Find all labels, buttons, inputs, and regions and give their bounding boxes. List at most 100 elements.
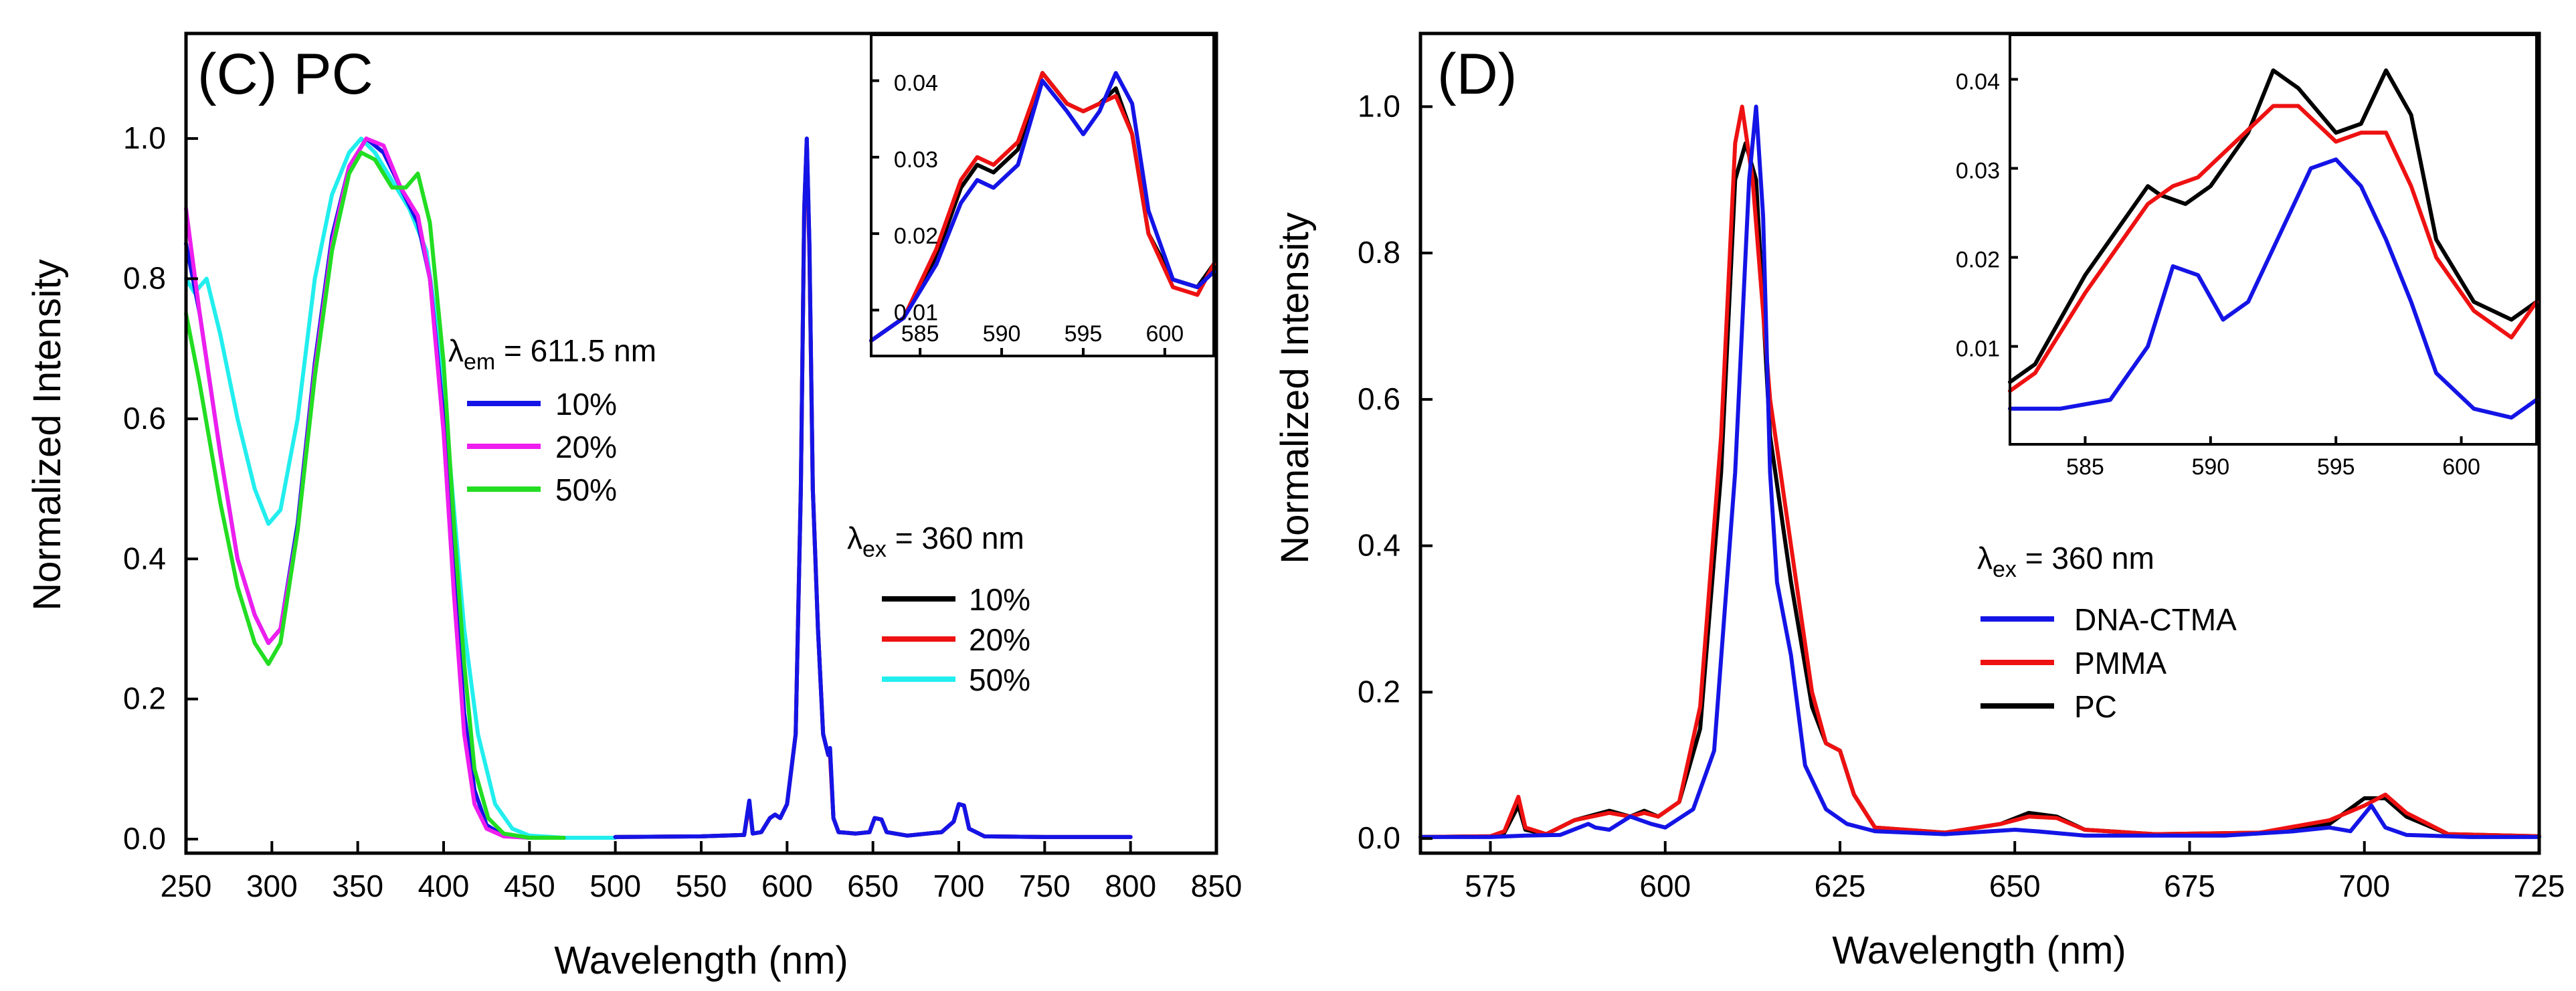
panel-c-series-line-0 [184,137,618,840]
panel-c-legend-ex-lambda: λ [847,521,862,555]
panel-c-legend-ex-title: λex = 360 nm [847,521,1024,562]
panel-c-inset-series [869,71,1216,343]
panel-d-inset-xtick-label-3: 600 [2442,454,2480,480]
panel-c-ytick-label-3: 0.6 [123,401,166,436]
panel-c-legend-ex-label-1: 20% [969,622,1030,657]
panel-c-xtick-label-6: 550 [676,869,727,903]
panel-d-legend: λex = 360 nm DNA-CTMA PMMA PC [1977,541,2237,724]
panel-c-xtick-label-9: 700 [933,869,985,903]
panel-d-xtick-label-3: 650 [1989,869,2041,903]
panel-c-ytick-label-2: 0.4 [123,541,166,575]
panel-d-y-axis-title: Normalized Intensity [1273,212,1317,563]
panel-d-inset-line-1 [2008,104,2539,393]
panel-c-legend-ex-sub: ex [862,537,887,562]
panel-d: 575 600 625 650 675 700 725 0.0 0.2 0.4 0.6 0.8 1.0… [1273,31,2565,972]
panel-d-ytick-label-0: 0.0 [1358,820,1400,855]
panel-c-inset-xtick-label-3: 600 [1145,321,1184,347]
panel-c-xtick-label-11: 800 [1105,869,1156,903]
panel-c-y-axis-title: Normalized Intensity [25,259,69,610]
panel-d-inset-xtick-label-1: 590 [2191,454,2229,480]
panel-c-inset-line-1 [869,71,1216,343]
panel-c-ytick-label-1: 0.2 [123,681,166,716]
panel-d-ytick-label-4: 0.8 [1358,235,1400,270]
panel-d-inset-ytick-label-3: 0.04 [1956,70,2000,95]
panel-d-inset: 585 590 595 600 0.01 0.02 0.03 0.04 [1956,33,2539,480]
panel-c-series [184,137,1133,840]
panel-c-xtick-label-0: 250 [161,869,212,903]
panel-d-legend-lambda: λ [1977,541,1993,575]
panel-c-legend-ex-label-0: 10% [969,582,1030,617]
panel-d-xtick-label-2: 625 [1815,869,1866,903]
panel-c-series-line-3 [184,151,566,840]
panel-d-legend-label-1: PMMA [2074,646,2167,681]
panel-c-legend-em: λem = 611.5 nm 10% 20% 50% [448,333,656,507]
panel-c-inset-xtick-label-0: 585 [901,321,939,347]
panel-d-inset-ytick-label-0: 0.01 [1956,337,2000,362]
panel-d-inset-ticks: 585 590 595 600 0.01 0.02 0.03 0.04 [1956,70,2480,480]
panel-d-legend-text: = 360 nm [2017,541,2154,575]
panel-c-xtick-label-1: 300 [246,869,298,903]
panel-c-legend-ex-label-2: 50% [969,662,1030,697]
panel-d-inset-line-2 [2008,157,2539,420]
panel-d-inset-xtick-label-2: 595 [2317,454,2355,480]
panel-d-legend-title: λex = 360 nm [1977,541,2154,582]
panel-c-legend-ex-text: = 360 nm [887,521,1024,555]
panel-c-legend-em-title: λem = 611.5 nm [448,333,656,375]
panel-d-ytick-label-3: 0.6 [1358,381,1400,416]
panel-c-inset-xtick-label-2: 595 [1065,321,1103,347]
panel-d-xtick-label-6: 725 [2514,869,2565,903]
panel-c-legend-em-label-1: 20% [555,430,617,464]
panel-c-xtick-label-2: 350 [332,869,383,903]
panel-d-xtick-label-1: 600 [1639,869,1691,903]
panel-c-series-line-6 [613,137,1133,839]
panel-c-inset-ytick-label-1: 0.02 [894,223,938,249]
panel-c-ytick-label-4: 0.8 [123,260,166,295]
panel-d-ytick-label-2: 0.4 [1358,528,1400,563]
panel-d-x-ticks: 575 600 625 650 675 700 725 [1465,841,2565,903]
panel-c: 250 300 350 400 450 500 550 600 650 700 750 800 850 … [25,31,1243,982]
panel-d-legend-label-2: PC [2074,689,2117,724]
panel-c-inset-frame [870,33,1215,357]
panel-d-ytick-label-5: 1.0 [1358,88,1400,123]
panel-d-xtick-label-0: 575 [1465,869,1516,903]
panel-d-label: (D) [1437,42,1517,106]
panel-d-inset-frame [2009,33,2538,446]
panel-c-label: (C) PC [197,42,373,106]
panel-d-inset-xtick-label-0: 585 [2066,454,2104,480]
panel-d-legend-label-0: DNA-CTMA [2074,602,2237,637]
panel-d-xtick-label-5: 700 [2338,869,2390,903]
panel-c-y-ticks: 0.0 0.2 0.4 0.6 0.8 1.0 [123,120,198,856]
panel-c-inset-ticks: 585 590 595 600 0.01 0.02 0.03 0.04 [871,71,1184,356]
panel-c-ytick-label-5: 1.0 [123,120,166,155]
panel-d-ytick-label-1: 0.2 [1358,674,1400,709]
panel-c-legend-em-label-0: 10% [555,387,617,422]
panel-d-inset-ytick-label-1: 0.02 [1956,248,2000,273]
panel-d-xtick-label-4: 675 [2164,869,2215,903]
panel-d-series-line-2 [1418,104,2541,839]
panel-c-xtick-label-4: 450 [504,869,555,903]
panel-c-legend-ex: λex = 360 nm 10% 20% 50% [847,521,1030,697]
panel-c-xtick-label-5: 500 [589,869,641,903]
panel-c-legend-em-label-2: 50% [555,472,617,507]
panel-c-inset-line-2 [869,71,1216,343]
panel-c-xtick-label-12: 850 [1191,869,1243,903]
panel-c-inset-ytick-label-2: 0.03 [894,147,938,173]
panel-d-y-ticks: 0.0 0.2 0.4 0.6 0.8 1.0 [1358,88,1433,855]
panel-d-legend-sub: ex [1993,557,2017,582]
panel-d-series [1418,104,2541,839]
panel-c-xtick-label-3: 400 [418,869,470,903]
panel-c-x-ticks: 250 300 350 400 450 500 550 600 650 700 750 800 850 [161,841,1243,903]
panel-c-inset-ytick-label-0: 0.01 [894,300,938,325]
panel-c-legend-em-sub: em [464,349,495,375]
panel-c-legend-em-text: = 611.5 nm [495,333,656,368]
panel-c-xtick-label-10: 750 [1019,869,1071,903]
panel-c-legend-em-lambda: λ [448,333,464,368]
panel-c-xtick-label-7: 600 [761,869,813,903]
panel-c-inset-ytick-label-3: 0.04 [894,71,938,96]
panel-c-ytick-label-0: 0.0 [123,821,166,856]
panel-d-plot-frame [1418,31,2541,855]
panel-d-inset-line-0 [2008,68,2539,384]
panel-d-inset-series [2008,68,2539,420]
panel-c-x-axis-title: Wavelength (nm) [554,939,848,982]
